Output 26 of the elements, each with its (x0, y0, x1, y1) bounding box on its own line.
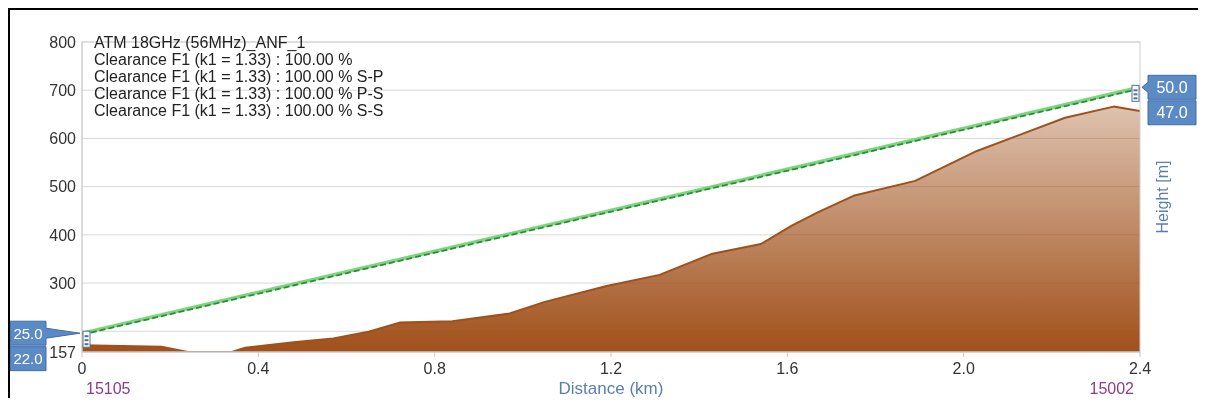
y-tick-label: 157 (49, 343, 77, 361)
text: 47.0 (1156, 104, 1188, 122)
x-tick-label: 0 (77, 360, 87, 378)
y-tick-label: 600 (49, 130, 77, 148)
x-tick-label: 0.8 (423, 360, 446, 378)
chart-title: ATM 18GHz (56MHz)_ANF_1 (94, 34, 306, 52)
text: 25.0 (13, 324, 43, 342)
x-tick-label: 1.2 (599, 360, 623, 378)
x-axis-title: Distance (km) (558, 378, 664, 398)
annotation: Clearance F1 (k1 = 1.33) : 100.00 % (94, 51, 353, 68)
text: 50.0 (1156, 78, 1188, 96)
annotation: Clearance F1 (k1 = 1.33) : 100.00 % S-S (94, 102, 384, 119)
x-tick-label: 2.4 (1128, 360, 1152, 378)
y-tick-label: 400 (49, 226, 77, 244)
x-tick-label: 0.4 (247, 360, 270, 378)
y-axis-title: Height [m] (1153, 160, 1171, 234)
y-tick-label: 300 (49, 274, 77, 292)
x-tick-label: 1.6 (776, 360, 799, 378)
text: 15002 (1089, 379, 1135, 397)
annotation: Clearance F1 (k1 = 1.33) : 100.00 % S-P (94, 68, 384, 85)
y-tick-label: 700 (49, 81, 77, 99)
y-tick-label: 500 (49, 178, 77, 196)
text: 15105 (86, 379, 131, 397)
y-tick-label: 800 (49, 33, 77, 51)
annotation: Clearance F1 (k1 = 1.33) : 100.00 % P-S (94, 85, 384, 102)
x-tick-label: 2.0 (952, 360, 975, 378)
